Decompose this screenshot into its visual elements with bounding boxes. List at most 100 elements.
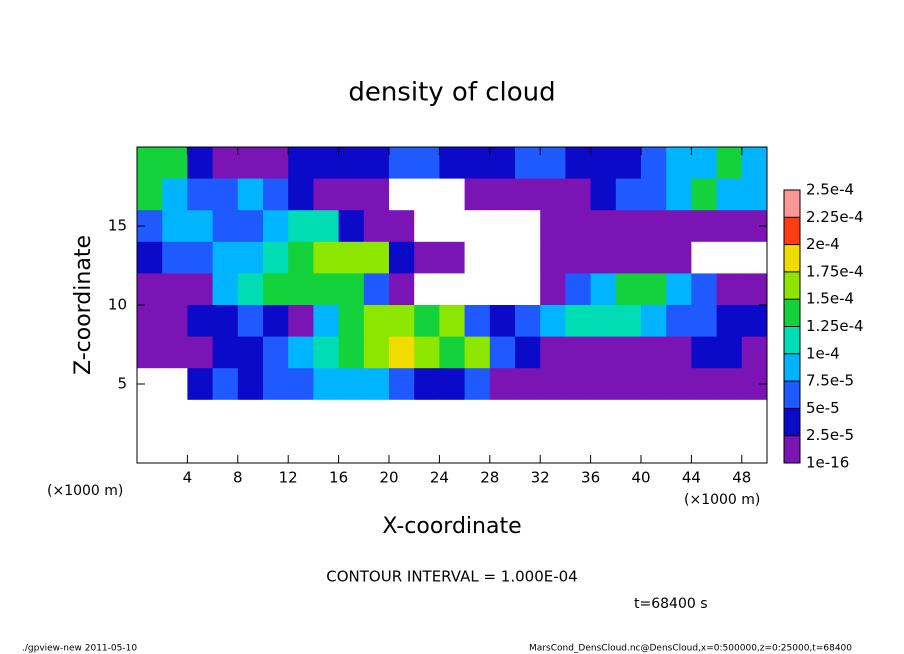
cell <box>615 305 642 338</box>
cell <box>590 336 617 369</box>
cell <box>515 336 541 369</box>
cell <box>565 399 592 432</box>
cell <box>439 210 466 243</box>
cell <box>212 147 239 180</box>
cell <box>641 399 667 432</box>
cell <box>237 305 264 338</box>
cell <box>540 147 566 180</box>
cell <box>187 399 214 432</box>
cell <box>313 147 340 180</box>
cell <box>615 399 642 432</box>
x-tick-label: 36 <box>581 469 600 487</box>
cell <box>666 147 692 180</box>
cell <box>666 210 692 243</box>
cell <box>212 305 239 338</box>
cell <box>187 210 214 243</box>
cell <box>162 431 188 464</box>
cell <box>590 431 617 464</box>
cell <box>691 368 718 401</box>
cell <box>565 147 592 180</box>
cell <box>137 178 163 211</box>
colorbar-band <box>784 244 800 273</box>
cell <box>313 399 340 432</box>
cell <box>363 368 390 401</box>
x-tick-label: 32 <box>531 469 550 487</box>
cell <box>565 431 592 464</box>
x-axis-label: X-coordinate <box>382 514 521 539</box>
cell <box>540 305 566 338</box>
cell <box>565 210 592 243</box>
cell <box>162 368 188 401</box>
cell <box>666 431 692 464</box>
cell <box>187 336 214 369</box>
cell <box>187 178 214 211</box>
cell <box>489 178 516 211</box>
cell <box>363 305 390 338</box>
cell <box>237 336 264 369</box>
cell <box>741 336 768 369</box>
cell <box>237 368 264 401</box>
cell <box>313 178 340 211</box>
cell <box>641 273 667 306</box>
cell <box>615 241 642 274</box>
cell <box>389 399 415 432</box>
colorbar-band <box>784 353 800 382</box>
cell <box>716 178 743 211</box>
cell <box>313 305 340 338</box>
cell <box>641 241 667 274</box>
cell <box>288 210 314 243</box>
cell <box>691 273 718 306</box>
cell <box>187 147 214 180</box>
cell <box>515 305 541 338</box>
cell <box>489 368 516 401</box>
chart-title: density of cloud <box>348 78 555 108</box>
cell <box>313 241 340 274</box>
cell <box>187 431 214 464</box>
cell <box>439 305 466 338</box>
cell <box>565 273 592 306</box>
cell <box>641 431 667 464</box>
cell <box>137 147 163 180</box>
colorbar-label: 5e-5 <box>806 399 840 417</box>
cell <box>666 399 692 432</box>
cell <box>565 178 592 211</box>
cell <box>263 399 289 432</box>
cell <box>212 178 239 211</box>
time-label: t=68400 s <box>634 596 708 612</box>
cell <box>212 241 239 274</box>
cell <box>288 336 314 369</box>
cell <box>691 210 718 243</box>
cell <box>439 336 466 369</box>
x-tick-label: 8 <box>233 469 243 487</box>
cell <box>641 368 667 401</box>
cell <box>338 368 365 401</box>
cell <box>540 399 566 432</box>
cell <box>741 273 768 306</box>
cell <box>464 241 491 274</box>
colorbar-band <box>784 271 800 300</box>
x-tick-label: 48 <box>732 469 751 487</box>
cell <box>666 368 692 401</box>
cell <box>414 431 440 464</box>
x-tick-label: 40 <box>631 469 650 487</box>
cell <box>212 431 239 464</box>
cell <box>288 273 314 306</box>
cell <box>565 368 592 401</box>
cell <box>615 147 642 180</box>
cell <box>565 241 592 274</box>
cell <box>565 305 592 338</box>
cell <box>489 305 516 338</box>
cell <box>338 178 365 211</box>
cell <box>389 210 415 243</box>
x-tick-label: 16 <box>329 469 348 487</box>
cell <box>515 210 541 243</box>
cell <box>162 305 188 338</box>
cell <box>162 399 188 432</box>
cell <box>464 431 491 464</box>
cell <box>666 305 692 338</box>
colorbar-band <box>784 435 800 464</box>
cell <box>414 305 440 338</box>
cell <box>187 368 214 401</box>
cell <box>515 368 541 401</box>
